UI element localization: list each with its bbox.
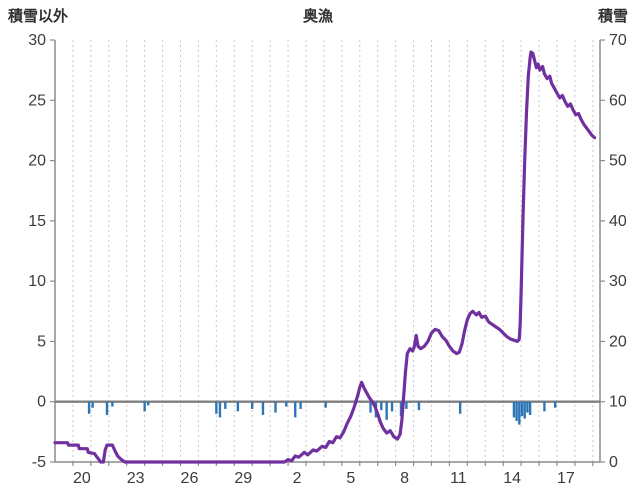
left-tick-label: 20 — [28, 153, 46, 170]
chart-title: 奥漁 — [302, 8, 333, 25]
left-tick-label: 15 — [28, 213, 46, 230]
right-tick-label: 10 — [609, 394, 627, 411]
x-tick-label: 11 — [450, 470, 467, 487]
x-tick-label: 29 — [234, 470, 252, 487]
x-tick-label: 5 — [346, 470, 355, 487]
right-tick-label: 30 — [609, 273, 627, 290]
right-tick-label: 20 — [609, 333, 627, 350]
right-tick-label: 70 — [609, 32, 627, 49]
right-tick-label: 40 — [609, 213, 627, 230]
left-tick-label: 30 — [28, 32, 46, 49]
right-tick-label: 60 — [609, 92, 627, 109]
right-tick-label: 0 — [609, 454, 618, 471]
right-tick-label: 50 — [609, 153, 627, 170]
left-tick-label: 5 — [37, 333, 46, 350]
x-tick-label: 14 — [503, 470, 521, 487]
left-tick-label: 10 — [28, 273, 46, 290]
left-tick-label: -5 — [32, 454, 46, 471]
x-tick-label: 17 — [557, 470, 575, 487]
snow-depth-line — [53, 50, 597, 464]
x-tick-label: 8 — [400, 470, 409, 487]
x-tick-label: 20 — [73, 470, 91, 487]
x-tick-label: 2 — [293, 470, 302, 487]
left-tick-label: 25 — [28, 92, 46, 109]
right-axis-title: 積雪 — [597, 8, 628, 25]
x-tick-label: 23 — [127, 470, 145, 487]
left-tick-label: 0 — [37, 394, 46, 411]
x-tick-label: 26 — [181, 470, 199, 487]
left-axis-title: 積雪以外 — [8, 8, 69, 25]
